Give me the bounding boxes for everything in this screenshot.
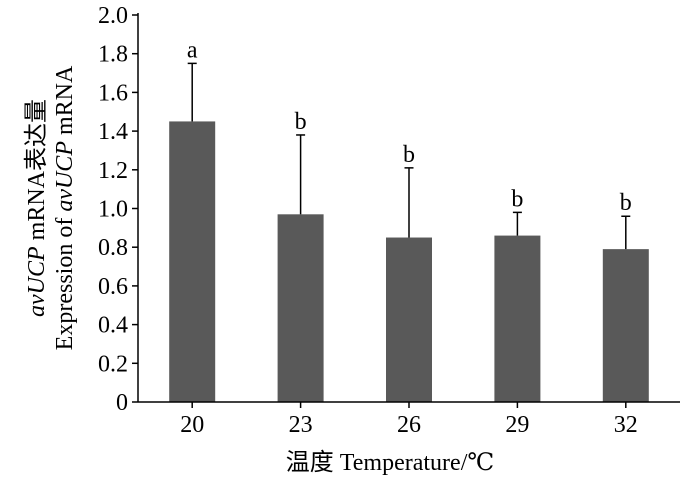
y-tick-label-1.0: 1.0 (98, 197, 128, 223)
significance-label-group: a b b b b (187, 37, 632, 216)
x-tick-label-20: 20 (180, 412, 204, 438)
significance-label-32: b (620, 190, 632, 216)
significance-label-26: b (403, 142, 415, 168)
bar-23 (277, 214, 324, 402)
x-tick-label-23: 23 (289, 412, 313, 438)
x-tick-label-29: 29 (505, 412, 529, 438)
x-axis-title: 温度 Temperature/℃ (286, 449, 494, 476)
y-tick-label-2.0: 2.0 (98, 3, 128, 29)
x-tick-label-26: 26 (397, 412, 421, 438)
y-tick-label-0.8: 0.8 (98, 235, 128, 261)
bar-group (169, 121, 649, 403)
significance-label-29: b (511, 186, 523, 212)
bar-32 (602, 249, 649, 402)
y-tick-group: 0 0.2 0.4 0.6 0.8 1.0 1.2 1.4 1.6 1.8 2.0 (98, 3, 138, 416)
y-axis-title-line1: avUCP mRNA表达量 (23, 99, 50, 317)
y-tick-label-0: 0 (116, 390, 128, 416)
y-tick-label-1.8: 1.8 (98, 42, 128, 68)
error-bar-group (187, 62, 631, 250)
y-axis-title: avUCP mRNA表达量 Expression of avUCP mRNA (23, 65, 78, 350)
bar-26 (386, 237, 432, 402)
y-tick-label-1.4: 1.4 (98, 119, 128, 145)
y-tick-label-0.4: 0.4 (98, 313, 128, 339)
significance-label-23: b (295, 109, 307, 135)
x-tick-label-32: 32 (614, 412, 638, 438)
bar-20 (169, 121, 216, 403)
bar-29 (494, 235, 541, 402)
y-axis-title-line2: Expression of avUCP mRNA (52, 65, 78, 350)
y-tick-label-1.6: 1.6 (98, 80, 128, 106)
y-tick-label-1.2: 1.2 (98, 158, 128, 184)
y-tick-label-0.2: 0.2 (98, 351, 128, 377)
significance-label-20: a (187, 37, 198, 63)
y-tick-label-0.6: 0.6 (98, 274, 128, 300)
x-tick-group: 20 23 26 29 32 (180, 402, 638, 438)
